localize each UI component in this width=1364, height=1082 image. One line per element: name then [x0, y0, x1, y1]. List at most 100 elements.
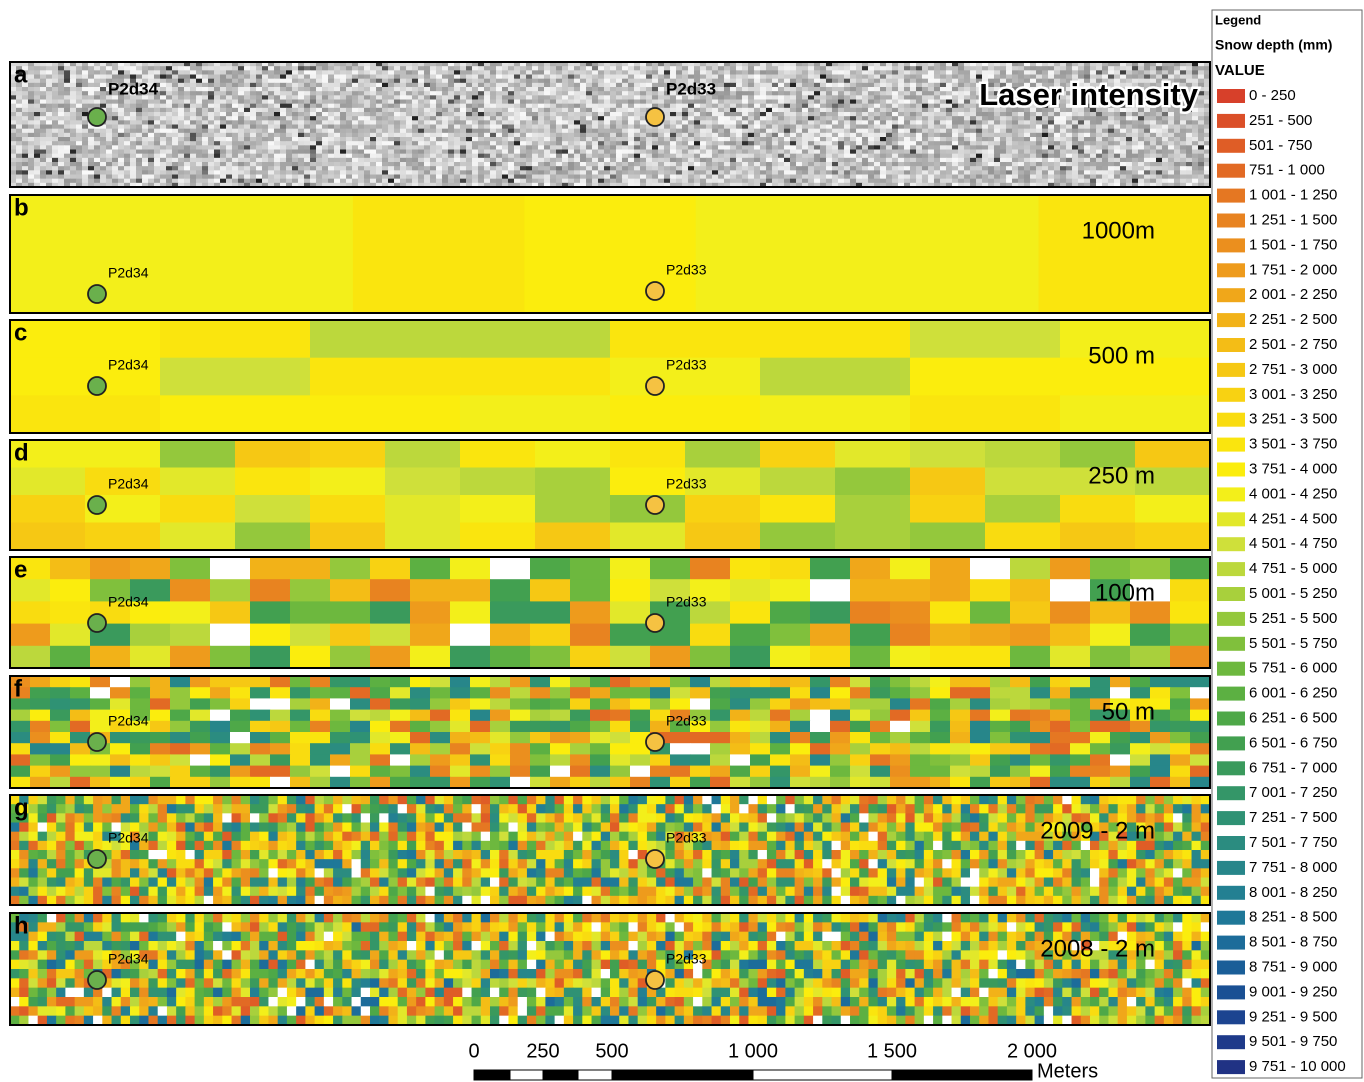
raster-cell	[904, 116, 911, 121]
raster-cell	[106, 124, 113, 130]
raster-cell	[364, 99, 371, 105]
raster-cell	[46, 103, 53, 109]
raster-cell	[430, 145, 437, 150]
raster-cell	[730, 95, 737, 100]
raster-cell	[814, 107, 821, 113]
raster-cell	[1030, 116, 1037, 121]
raster-cell	[178, 128, 185, 134]
raster-cell	[862, 120, 869, 125]
raster-cell	[802, 120, 809, 125]
raster-cell	[748, 112, 755, 117]
raster-cell	[286, 74, 293, 80]
raster-cell	[496, 87, 503, 92]
raster-cell	[1078, 157, 1085, 163]
raster-cell	[508, 103, 515, 109]
raster-cell	[538, 91, 545, 96]
raster-cell	[136, 153, 143, 159]
raster-cell	[1108, 95, 1115, 100]
raster-cell	[46, 132, 53, 138]
raster-cell	[112, 120, 119, 125]
raster-cell	[856, 95, 863, 100]
raster-cell	[76, 141, 83, 146]
raster-cell	[352, 103, 359, 109]
raster-cell	[262, 74, 269, 80]
raster-cell	[760, 103, 767, 109]
raster-cell	[394, 149, 401, 155]
raster-cell	[988, 128, 995, 134]
raster-cell	[862, 62, 869, 67]
raster-cell	[934, 66, 941, 71]
raster-cell	[232, 78, 239, 84]
raster-cell	[340, 141, 347, 146]
raster-cell	[472, 74, 479, 80]
raster-cell	[274, 162, 281, 167]
raster-cell	[814, 128, 821, 134]
raster-cell	[1120, 107, 1127, 113]
raster-cell	[478, 91, 485, 96]
raster-cell	[928, 95, 935, 100]
raster-cell	[124, 153, 131, 159]
raster-cell	[124, 95, 131, 100]
raster-cell	[1174, 124, 1181, 130]
raster-cell	[940, 82, 947, 88]
raster-cell	[394, 141, 401, 146]
raster-cell	[802, 141, 809, 146]
raster-cell	[532, 99, 539, 105]
raster-cell	[1084, 112, 1091, 117]
raster-cell	[556, 162, 563, 167]
raster-cell	[220, 153, 227, 159]
raster-cell	[994, 70, 1001, 75]
raster-cell	[448, 141, 455, 146]
raster-cell	[934, 137, 941, 142]
raster-cell	[760, 82, 767, 88]
raster-cell	[1120, 78, 1127, 84]
raster-cell	[34, 137, 41, 142]
raster-cell	[778, 128, 785, 134]
raster-cell	[118, 70, 125, 75]
raster-cell	[742, 162, 749, 167]
raster-cell	[22, 145, 29, 150]
raster-cell	[430, 87, 437, 92]
raster-cell	[538, 124, 545, 130]
raster-cell	[754, 124, 761, 130]
raster-cell	[940, 145, 947, 150]
raster-cell	[412, 78, 419, 84]
raster-cell	[970, 153, 977, 159]
raster-cell	[454, 124, 461, 130]
raster-cell	[316, 112, 323, 117]
raster-cell	[874, 70, 881, 75]
raster-cell	[556, 78, 563, 84]
raster-cell	[1108, 87, 1115, 92]
raster-cell	[64, 128, 71, 134]
raster-cell	[586, 78, 593, 84]
raster-cell	[808, 95, 815, 100]
raster-cell	[298, 120, 305, 125]
raster-cell	[1108, 132, 1115, 138]
raster-cell	[904, 162, 911, 167]
raster-cell	[592, 120, 599, 125]
raster-cell	[232, 153, 239, 159]
raster-cell	[652, 157, 659, 163]
raster-cell	[232, 149, 239, 155]
raster-cell	[1132, 78, 1139, 84]
raster-cell	[940, 99, 947, 105]
raster-cell	[412, 66, 419, 71]
raster-cell	[772, 95, 779, 100]
raster-cell	[694, 112, 701, 117]
raster-cell	[592, 78, 599, 84]
raster-cell	[58, 70, 65, 75]
raster-cell	[892, 124, 899, 130]
raster-cell	[580, 103, 587, 109]
raster-cell	[310, 145, 317, 150]
raster-cell	[406, 141, 413, 146]
raster-cell	[754, 78, 761, 84]
raster-cell	[946, 91, 953, 96]
raster-cell	[370, 103, 377, 109]
raster-cell	[316, 78, 323, 84]
raster-cell	[100, 145, 107, 150]
raster-cell	[868, 116, 875, 121]
raster-cell	[94, 91, 101, 96]
raster-cell	[220, 162, 227, 167]
raster-cell	[628, 82, 635, 88]
raster-cell	[394, 124, 401, 130]
